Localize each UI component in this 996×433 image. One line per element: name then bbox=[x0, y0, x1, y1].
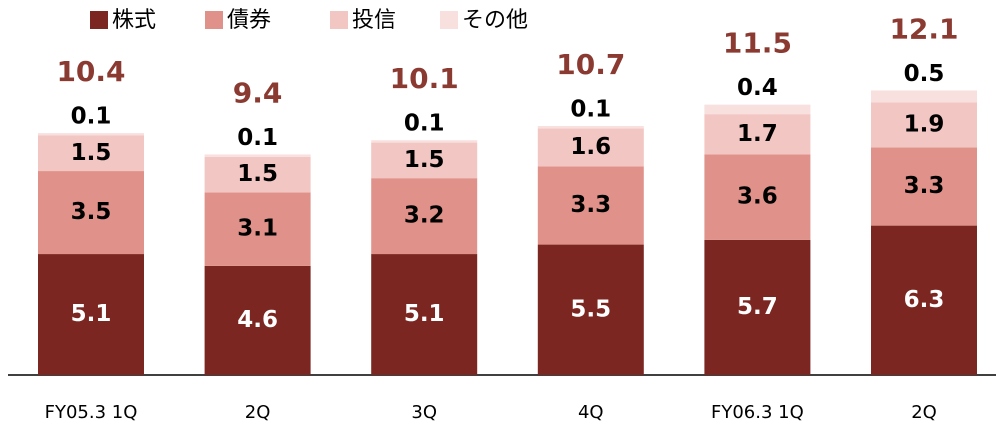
bar-segment bbox=[537, 128, 644, 167]
value-label: 5.7 bbox=[737, 294, 778, 320]
bar-segment bbox=[204, 156, 311, 193]
x-tick-label: 3Q bbox=[411, 402, 437, 423]
value-label: 5.1 bbox=[71, 301, 112, 327]
bar-segment bbox=[371, 140, 478, 143]
bar-segment bbox=[204, 265, 311, 375]
x-tick-label: 2Q bbox=[911, 402, 937, 423]
value-label: 3.3 bbox=[904, 173, 945, 199]
bar-segment bbox=[204, 192, 311, 266]
value-label: 0.4 bbox=[737, 75, 778, 101]
x-tick-label: 2Q bbox=[245, 402, 271, 423]
value-label: 5.1 bbox=[404, 301, 445, 327]
total-label: 10.1 bbox=[390, 62, 459, 95]
value-label: 3.1 bbox=[237, 216, 278, 242]
x-tick-label: FY06.3 1Q bbox=[711, 402, 804, 423]
bar-segment bbox=[537, 244, 644, 375]
bar-segment bbox=[38, 133, 144, 136]
value-label: 1.5 bbox=[237, 161, 278, 187]
legend-label: 株式 bbox=[112, 8, 156, 33]
value-label: 0.1 bbox=[404, 111, 445, 137]
legend-label: その他 bbox=[462, 8, 528, 33]
legend-label: 投信 bbox=[352, 8, 396, 33]
bar-segment bbox=[704, 104, 811, 115]
value-label: 3.2 bbox=[404, 203, 445, 229]
bar-segment bbox=[371, 178, 478, 255]
bar-segment bbox=[38, 254, 144, 375]
value-label: 0.1 bbox=[71, 104, 112, 130]
bar-segment bbox=[537, 166, 644, 245]
value-label: 3.5 bbox=[71, 199, 112, 225]
value-label: 0.1 bbox=[570, 97, 611, 123]
value-label: 3.6 bbox=[737, 184, 778, 210]
value-label: 0.5 bbox=[904, 61, 945, 87]
total-label: 11.5 bbox=[723, 27, 792, 60]
bar-segment bbox=[38, 135, 144, 172]
bar-segment bbox=[871, 102, 977, 148]
bar-segment bbox=[871, 147, 977, 226]
bar-segment bbox=[38, 171, 144, 255]
value-label: 1.5 bbox=[404, 147, 445, 173]
bar-segment bbox=[204, 154, 311, 157]
legend-swatch bbox=[205, 11, 223, 29]
value-label: 5.5 bbox=[570, 296, 611, 322]
value-label: 1.7 bbox=[737, 121, 778, 147]
legend-swatch bbox=[440, 11, 458, 29]
value-label: 1.5 bbox=[71, 140, 112, 166]
total-label: 10.4 bbox=[56, 55, 125, 88]
legend-swatch bbox=[90, 11, 108, 29]
x-tick-label: 4Q bbox=[578, 402, 604, 423]
value-label: 1.6 bbox=[570, 134, 611, 160]
legend-label: 債券 bbox=[227, 8, 271, 33]
bar-segment bbox=[371, 254, 478, 375]
value-label: 3.3 bbox=[570, 192, 611, 218]
bar-segment bbox=[537, 126, 644, 129]
bar-segment bbox=[871, 90, 977, 103]
value-label: 1.9 bbox=[904, 111, 945, 137]
x-tick-label: FY05.3 1Q bbox=[45, 402, 138, 423]
bar-segment bbox=[704, 239, 811, 375]
legend-swatch bbox=[330, 11, 348, 29]
bar-segment bbox=[371, 142, 478, 179]
total-label: 10.7 bbox=[556, 48, 625, 81]
total-label: 9.4 bbox=[233, 76, 283, 109]
bar-segment bbox=[871, 225, 977, 375]
bar-segment bbox=[704, 154, 811, 240]
value-label: 6.3 bbox=[904, 287, 945, 313]
bar-segment bbox=[704, 114, 811, 155]
value-label: 0.1 bbox=[237, 125, 278, 151]
value-label: 4.6 bbox=[237, 307, 278, 333]
total-label: 12.1 bbox=[889, 12, 958, 45]
